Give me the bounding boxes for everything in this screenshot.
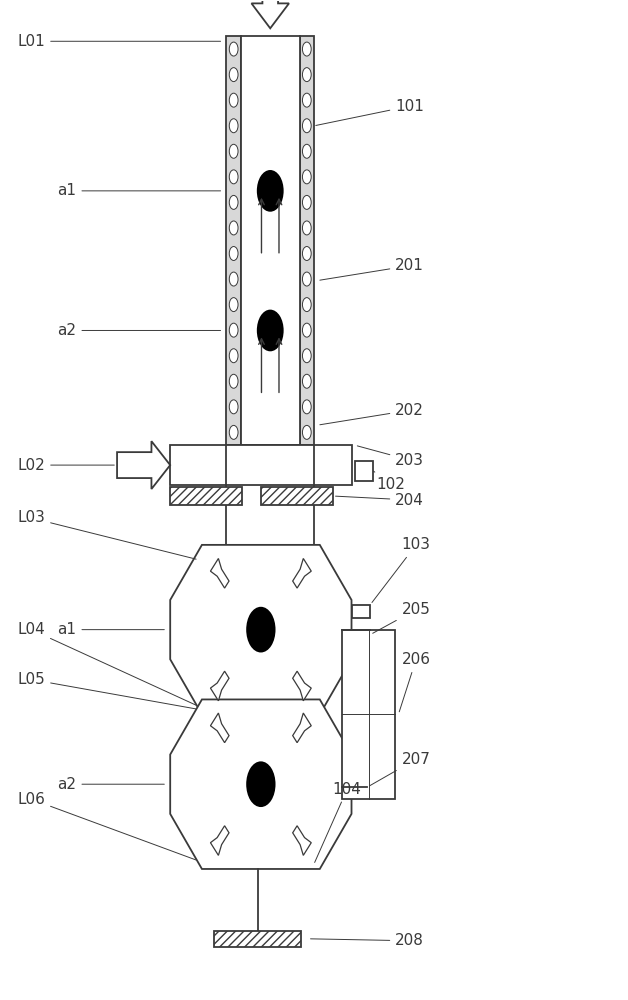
Circle shape xyxy=(303,221,311,235)
Bar xyxy=(342,630,395,799)
Circle shape xyxy=(247,762,274,806)
Circle shape xyxy=(303,349,311,363)
Text: 204: 204 xyxy=(335,493,424,508)
Bar xyxy=(352,787,367,798)
FancyArrow shape xyxy=(251,0,289,28)
Text: a1: a1 xyxy=(57,622,165,637)
Bar xyxy=(170,445,352,485)
Circle shape xyxy=(229,68,238,82)
Circle shape xyxy=(229,221,238,235)
Circle shape xyxy=(229,195,238,209)
Circle shape xyxy=(229,42,238,56)
Bar xyxy=(227,36,241,445)
Text: L03: L03 xyxy=(18,510,196,559)
Polygon shape xyxy=(210,713,229,743)
Text: a2: a2 xyxy=(57,323,220,338)
Bar xyxy=(170,487,242,505)
Bar xyxy=(214,931,301,947)
Text: L06: L06 xyxy=(18,792,196,860)
Text: 206: 206 xyxy=(399,652,431,712)
Bar xyxy=(355,461,374,481)
Polygon shape xyxy=(210,558,229,588)
Text: 101: 101 xyxy=(316,99,424,125)
Circle shape xyxy=(229,272,238,286)
Polygon shape xyxy=(210,671,229,701)
Text: 207: 207 xyxy=(369,752,430,786)
Bar xyxy=(261,487,333,505)
Text: L04: L04 xyxy=(18,622,197,705)
Polygon shape xyxy=(170,545,352,714)
Polygon shape xyxy=(170,699,352,869)
Text: 104: 104 xyxy=(315,782,362,862)
Bar xyxy=(241,36,300,445)
Circle shape xyxy=(229,349,238,363)
Text: 203: 203 xyxy=(357,446,425,468)
Circle shape xyxy=(303,374,311,388)
Circle shape xyxy=(229,170,238,184)
Circle shape xyxy=(303,247,311,260)
Text: L01: L01 xyxy=(18,34,220,49)
Circle shape xyxy=(229,119,238,133)
Circle shape xyxy=(303,42,311,56)
Circle shape xyxy=(303,195,311,209)
Circle shape xyxy=(303,298,311,312)
Polygon shape xyxy=(210,826,229,855)
Circle shape xyxy=(303,170,311,184)
Circle shape xyxy=(303,144,311,158)
Polygon shape xyxy=(293,713,311,743)
Circle shape xyxy=(229,298,238,312)
Text: L05: L05 xyxy=(18,672,196,709)
Circle shape xyxy=(229,425,238,439)
Circle shape xyxy=(303,400,311,414)
Circle shape xyxy=(257,171,283,211)
Text: 102: 102 xyxy=(374,471,406,492)
Text: a2: a2 xyxy=(57,777,165,792)
Circle shape xyxy=(229,400,238,414)
Polygon shape xyxy=(293,826,311,855)
Polygon shape xyxy=(117,441,170,489)
Polygon shape xyxy=(293,671,311,701)
Polygon shape xyxy=(293,558,311,588)
Circle shape xyxy=(303,119,311,133)
Circle shape xyxy=(229,144,238,158)
Bar xyxy=(352,605,371,618)
Text: 103: 103 xyxy=(372,537,431,603)
Circle shape xyxy=(303,93,311,107)
Text: L02: L02 xyxy=(18,458,114,473)
Circle shape xyxy=(229,247,238,260)
Text: 205: 205 xyxy=(372,602,430,633)
Circle shape xyxy=(229,374,238,388)
Text: 201: 201 xyxy=(320,258,424,280)
Circle shape xyxy=(303,68,311,82)
Text: a1: a1 xyxy=(57,183,220,198)
Text: 208: 208 xyxy=(310,933,424,948)
Text: 202: 202 xyxy=(320,403,424,425)
Circle shape xyxy=(257,311,283,350)
Circle shape xyxy=(229,93,238,107)
Bar xyxy=(300,36,314,445)
Circle shape xyxy=(229,323,238,337)
Circle shape xyxy=(303,425,311,439)
Circle shape xyxy=(303,323,311,337)
Circle shape xyxy=(247,608,274,652)
Circle shape xyxy=(303,272,311,286)
